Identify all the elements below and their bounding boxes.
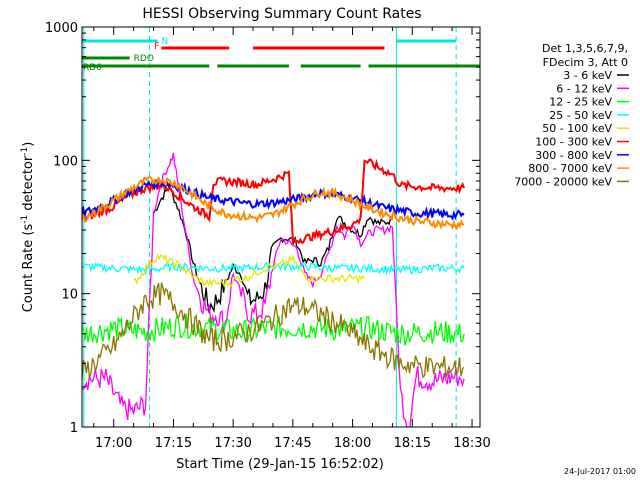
y-tick-label: 10 [61,288,78,303]
x-tick-label: 17:00 [95,436,132,451]
flag-label-n: N [162,37,169,47]
series-layer [82,152,466,427]
plot-frame [81,26,481,428]
x-tick-label: 17:45 [274,436,311,451]
y-axis-label-sup: -1 [20,215,30,224]
series-line-5 [82,158,466,246]
series-line-4 [133,253,366,288]
y-axis: 1 10 100 1000 [45,21,480,436]
y-tick-label: 100 [53,154,78,169]
y-axis-label-mid: detector [21,155,36,215]
series-line-8 [82,282,465,382]
series-line-6 [82,178,465,221]
legend-label: 3 - 6 keV [563,69,612,82]
legend-header-line-2: FDecim 3, Att 0 [543,56,628,69]
legend-label: 300 - 800 keV [535,149,612,162]
legend: Det 1,3,5,6,7,9, FDecim 3, Att 0 3 - 6 k… [514,42,629,188]
legend-header-line-1: Det 1,3,5,6,7,9, [542,42,628,55]
x-tick-label: 18:15 [394,436,431,451]
y-tick-label: 1 [70,421,78,436]
x-tick-label: 17:15 [155,436,192,451]
x-axis-label: Start Time (29-Jan-15 16:52:02) [176,457,384,472]
x-axis: 17:00 17:15 17:30 17:45 18:00 18:15 18:30 [93,27,491,451]
legend-label: 7000 - 20000 keV [514,175,612,188]
legend-label: 800 - 7000 keV [528,162,612,175]
flag-label-f: F [154,42,159,52]
footer-timestamp: 24-Jul-2017 01:00 [564,467,636,476]
y-axis-label-close: ) [21,142,36,147]
flag-label-rdo: RDO [134,54,154,64]
legend-label: 25 - 50 keV [549,109,612,122]
legend-label: 50 - 100 keV [542,122,612,135]
y-axis-label: Count Rate (s-1 detector-1) [20,142,36,313]
legend-label: 100 - 300 keV [535,136,612,149]
series-line-0 [152,188,393,314]
y-axis-label-sup2: -1 [20,147,30,156]
legend-label: 12 - 25 keV [549,96,612,109]
x-tick-label: 18:30 [453,436,490,451]
y-tick-label: 1000 [45,21,78,36]
series-line-7 [82,175,465,231]
x-tick-label: 17:30 [214,436,251,451]
legend-label: 6 - 12 keV [556,82,612,95]
y-axis-label-main: Count Rate (s [21,224,36,313]
series-line-1 [82,152,465,427]
flag-label-rd6: RD6 [83,63,102,73]
chart-title: HESSI Observing Summary Count Rates [142,6,421,22]
x-tick-label: 18:00 [334,436,371,451]
